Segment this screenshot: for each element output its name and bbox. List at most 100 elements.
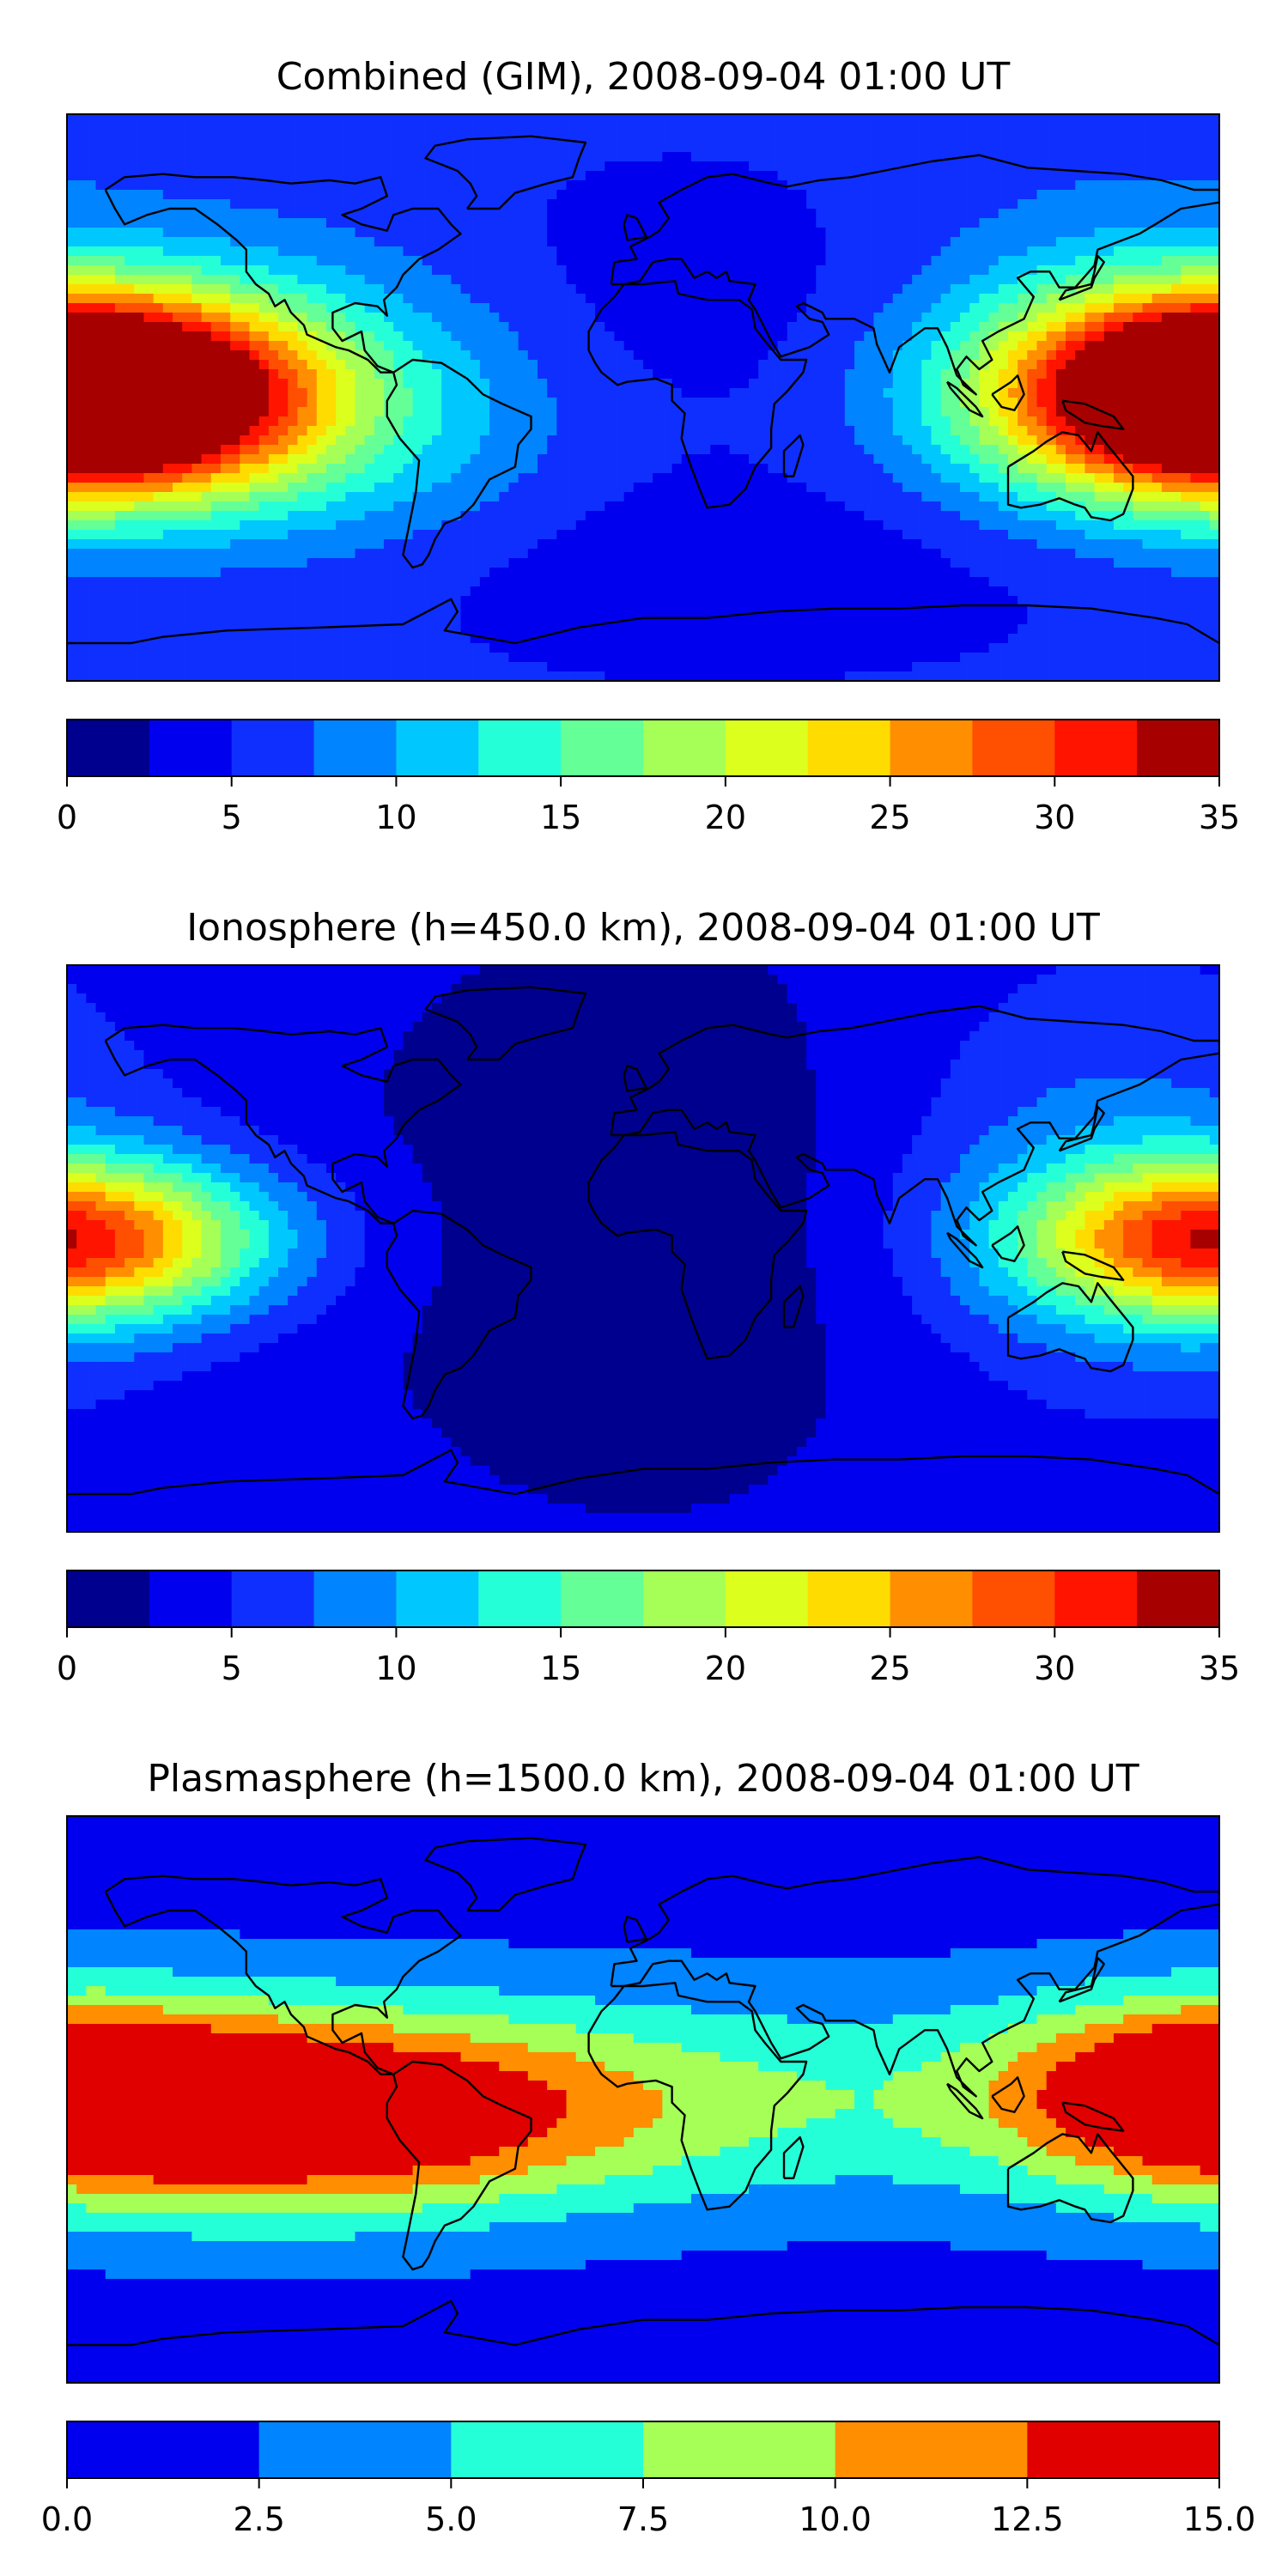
map-cell [662, 492, 673, 502]
map-cell [816, 379, 827, 389]
map-cell [173, 322, 183, 332]
map-cell [249, 388, 260, 398]
map-cell [422, 284, 433, 295]
map-cell [258, 350, 270, 361]
map-cell [710, 246, 721, 257]
map-cell [1075, 237, 1086, 247]
map-cell [470, 171, 481, 181]
map-cell [1200, 322, 1211, 332]
map-cell [671, 445, 683, 455]
map-cell [710, 350, 721, 361]
map-cell [374, 256, 385, 266]
map-cell [1113, 218, 1124, 228]
map-cell [921, 360, 933, 370]
map-cell [125, 360, 135, 370]
map-cell [777, 284, 788, 295]
map-cell [998, 313, 1009, 323]
map-cell [940, 152, 951, 162]
map-cell [960, 303, 970, 313]
map-cell [595, 350, 605, 361]
map-cell [537, 426, 548, 436]
map-cell [173, 143, 183, 153]
map-cell [595, 369, 605, 380]
map-cell [758, 237, 769, 247]
map-cell [201, 124, 212, 134]
map-cell [892, 180, 903, 191]
map-cell [1066, 228, 1076, 238]
map-cell [489, 228, 500, 238]
map-cell [662, 180, 673, 191]
map-cell [950, 265, 961, 276]
map-cell [278, 407, 289, 417]
map-cell [1151, 492, 1163, 502]
map-cell [1036, 124, 1048, 134]
map-cell [547, 161, 557, 172]
map-cell [758, 435, 769, 446]
map-cell [393, 114, 404, 125]
map-cell [950, 350, 961, 361]
map-cell [182, 209, 192, 219]
map-cell [720, 473, 731, 483]
map-cell [768, 133, 779, 143]
map-cell [921, 313, 933, 323]
map-cell [1027, 237, 1038, 247]
map-cell [105, 209, 116, 219]
map-cell [1055, 426, 1066, 436]
map-cell [960, 331, 970, 342]
map-cell [403, 124, 414, 134]
map-cell [1123, 483, 1133, 493]
map-cell [1046, 275, 1057, 285]
map-cell [1133, 152, 1144, 162]
map-cell [125, 161, 135, 172]
map-cell [422, 350, 433, 361]
map-cell [777, 407, 788, 417]
map-cell [1007, 256, 1018, 266]
map-cell [364, 473, 375, 483]
map-cell [777, 265, 788, 276]
map-cell [623, 341, 635, 351]
map-cell [412, 161, 423, 172]
map-cell [662, 350, 673, 361]
map-cell [173, 265, 183, 276]
map-cell [556, 218, 568, 228]
map-cell [988, 303, 999, 313]
map-cell [690, 331, 702, 342]
map-cell [787, 294, 798, 304]
map-cell [86, 350, 97, 361]
map-cell [249, 180, 260, 191]
map-cell [230, 322, 240, 332]
map-cell [1046, 407, 1057, 417]
map-cell [566, 294, 577, 304]
map-cell [796, 483, 807, 493]
map-cell [653, 303, 663, 313]
map-cell [422, 209, 433, 219]
map-cell [787, 190, 798, 200]
map-cell [316, 331, 327, 342]
map-cell [384, 303, 394, 313]
map-cell [537, 360, 548, 370]
map-cell [768, 152, 779, 162]
map-cell [1209, 454, 1219, 465]
map-cell [134, 398, 145, 408]
map-cell [873, 228, 884, 238]
map-cell [393, 265, 404, 276]
map-cell [749, 237, 759, 247]
map-cell [979, 379, 990, 389]
map-cell [749, 426, 759, 436]
map-cell [374, 445, 385, 455]
map-cell [1209, 171, 1219, 181]
map-cell [422, 265, 433, 276]
map-cell [643, 398, 653, 408]
map-cell [1046, 228, 1057, 238]
map-cell [988, 435, 999, 446]
map-cell [325, 322, 337, 332]
map-cell [1027, 124, 1038, 134]
map-cell [499, 398, 510, 408]
map-cell [201, 246, 212, 257]
map-cell [258, 143, 270, 153]
map-cell [1151, 398, 1163, 408]
map-cell [816, 171, 827, 181]
map-cell [710, 190, 721, 200]
map-cell [835, 161, 846, 172]
map-cell [585, 398, 596, 408]
